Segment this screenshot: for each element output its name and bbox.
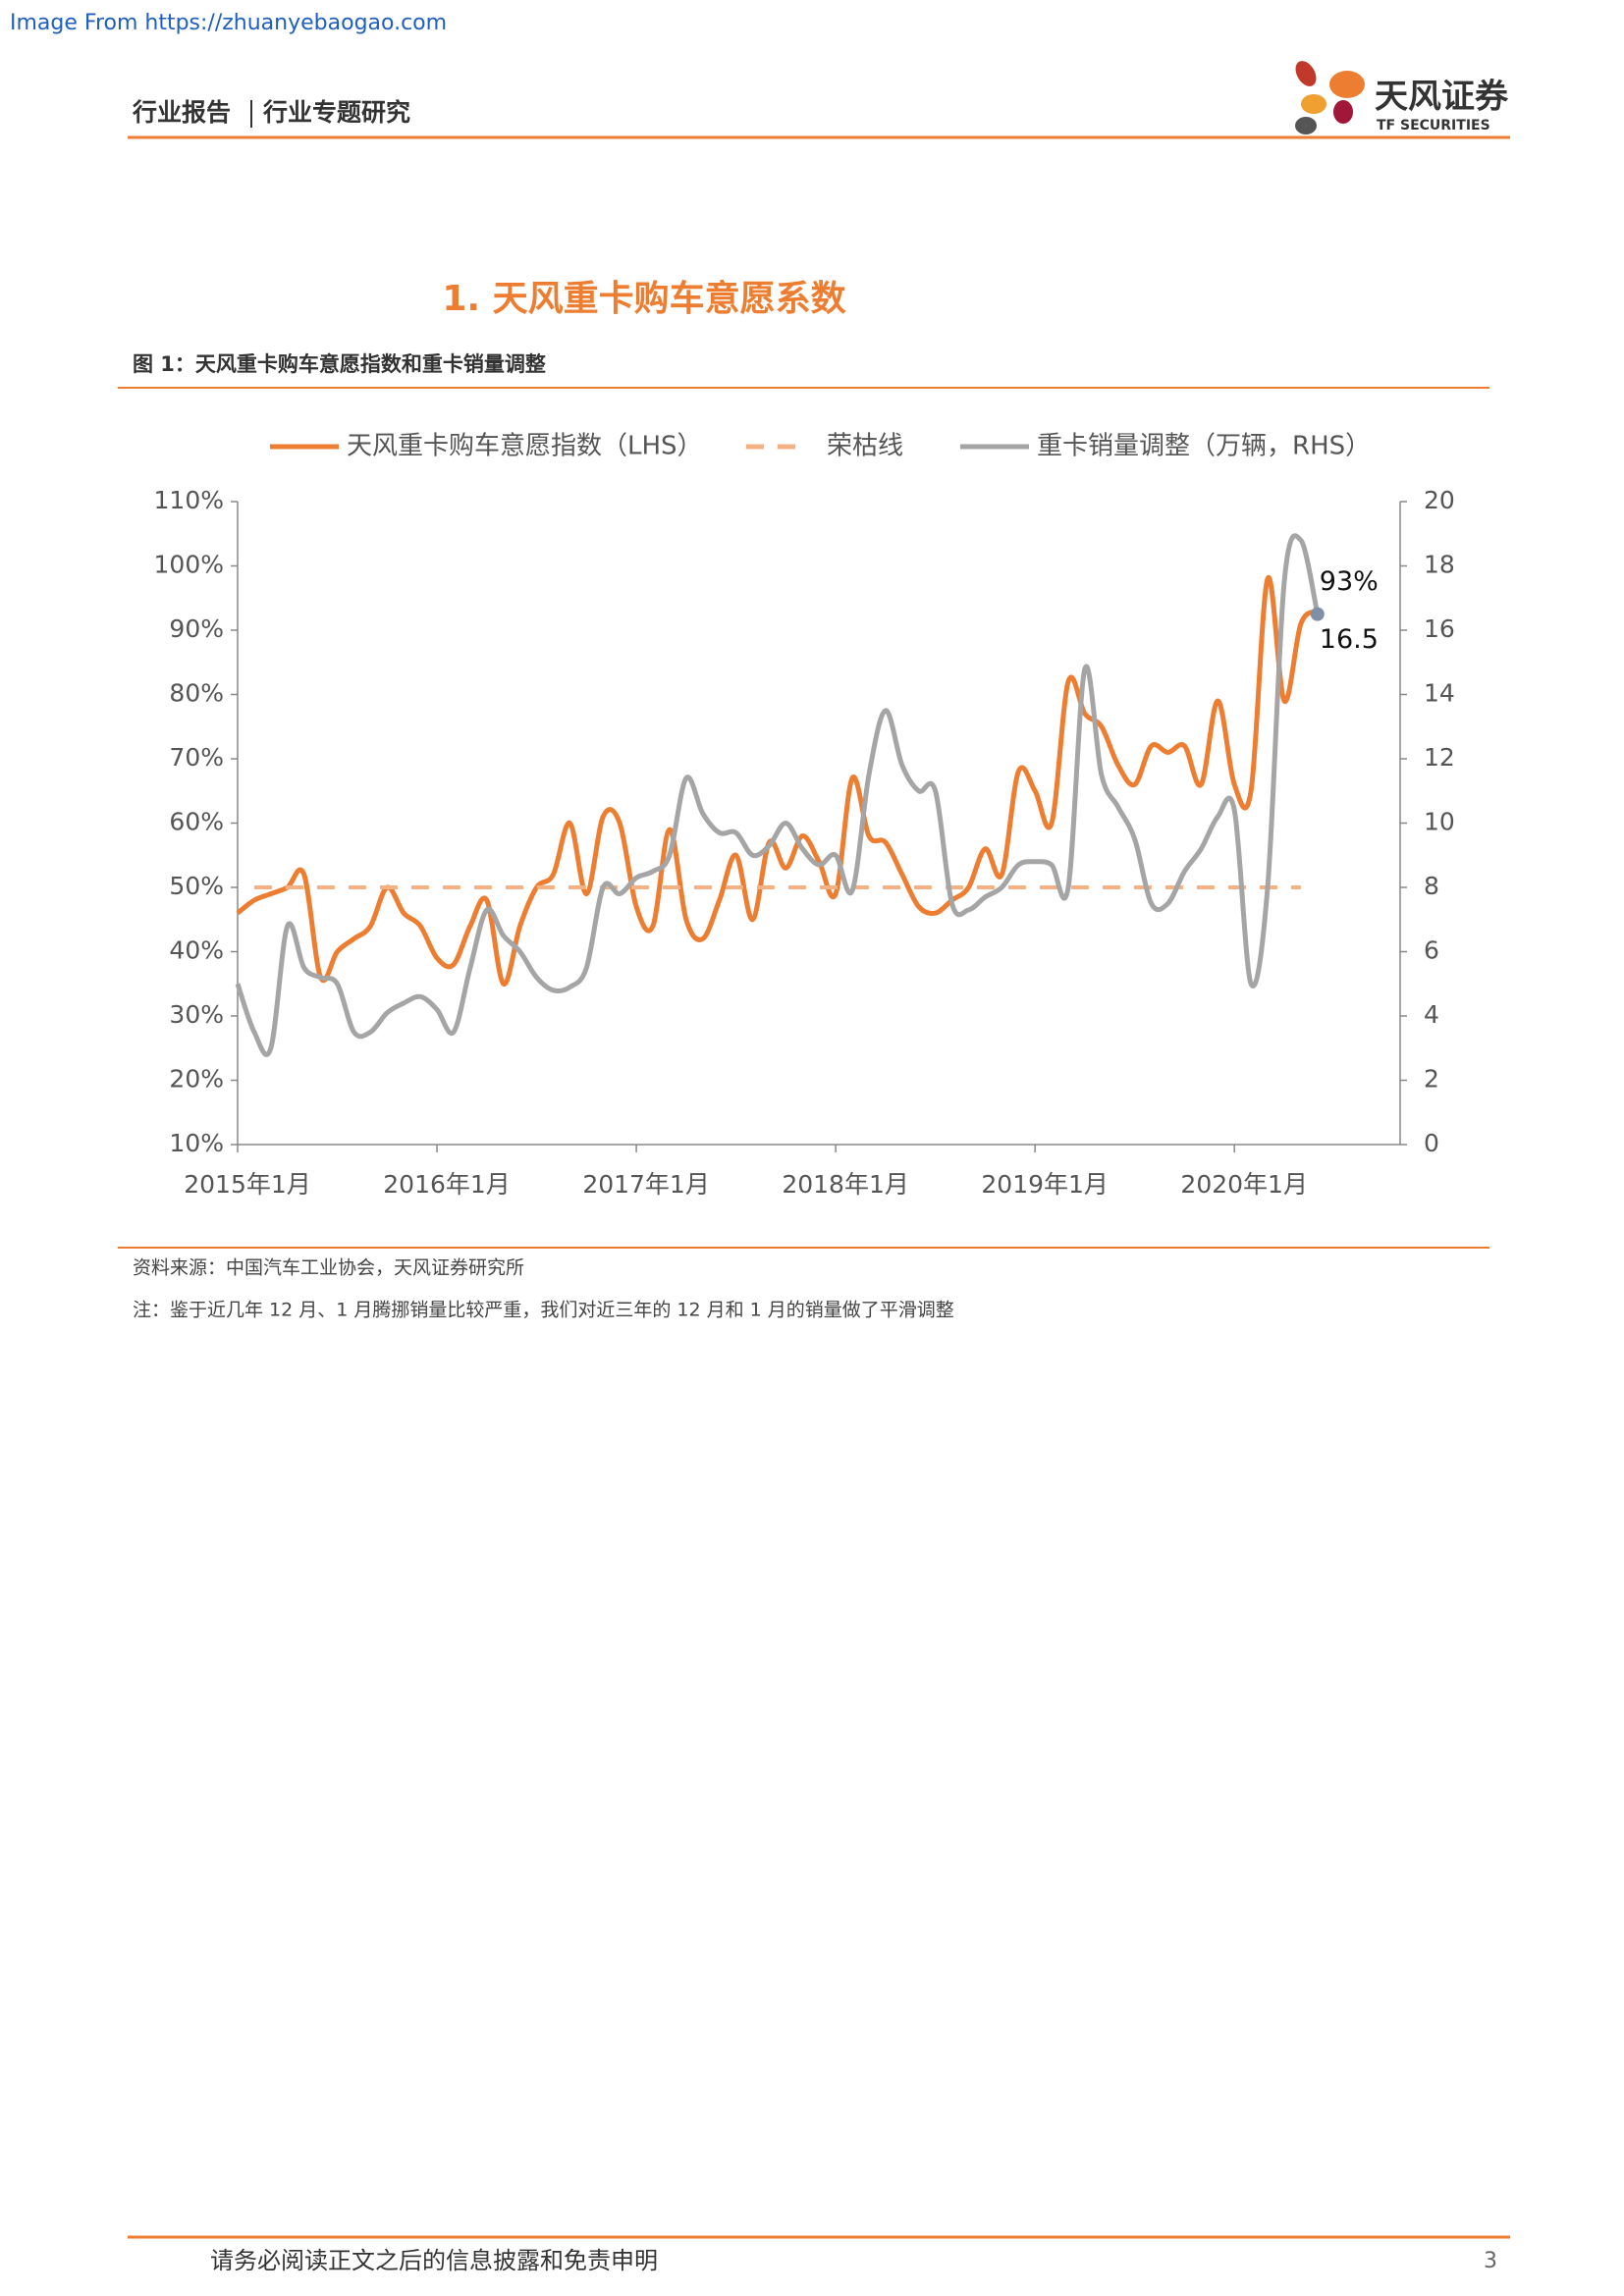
y-tick-label: 30% bbox=[169, 1000, 224, 1029]
y2-tick-label: 14 bbox=[1424, 679, 1455, 708]
y2-tick-label: 12 bbox=[1424, 743, 1455, 772]
logo-name: 天风证券 bbox=[1375, 78, 1509, 117]
y2-tick-label: 4 bbox=[1424, 1000, 1439, 1029]
point-marker bbox=[1310, 607, 1325, 621]
section-title: 1. 天风重卡购车意愿系数 bbox=[442, 279, 845, 319]
y-tick-label: 50% bbox=[169, 872, 224, 900]
y2-tick-label: 16 bbox=[1424, 614, 1455, 643]
data-label: 16.5 bbox=[1320, 624, 1379, 655]
y-tick-label: 110% bbox=[154, 486, 224, 514]
y2-tick-label: 6 bbox=[1424, 936, 1439, 965]
series-line bbox=[235, 533, 1321, 1057]
chart: 10% 20% 30% 40% 50% 60% 70% 80% 90% 100% 110% 0 2 4 6 8… bbox=[154, 432, 1455, 1200]
figure-caption: 图 1：天风重卡购车意愿指数和重卡销量调整 bbox=[133, 352, 546, 376]
x-tick-label: 2019年1月 bbox=[981, 1170, 1109, 1199]
y2-tick-label: 8 bbox=[1424, 872, 1439, 900]
note: 注：鉴于近几年 12 月、1 月腾挪销量比较严重，我们对近三年的 12 月和 1… bbox=[133, 1300, 954, 1321]
y-tick-label: 20% bbox=[169, 1065, 224, 1094]
x-tick-label: 2020年1月 bbox=[1180, 1170, 1308, 1199]
legend-label: 荣枯线 bbox=[827, 432, 903, 461]
breadcrumb: 行业专题研究 bbox=[262, 98, 410, 127]
disclaimer: 请务必阅读正文之后的信息披露和免责申明 bbox=[210, 2247, 658, 2274]
y2-tick-label: 10 bbox=[1424, 808, 1455, 836]
y2-tick-label: 18 bbox=[1424, 551, 1455, 579]
y-tick-label: 100% bbox=[154, 551, 224, 579]
page-number: 3 bbox=[1484, 2249, 1497, 2273]
note: 资料来源：中国汽车工业协会，天风证券研究所 bbox=[133, 1257, 524, 1279]
series-line bbox=[236, 575, 1320, 987]
y2-tick-label: 0 bbox=[1424, 1129, 1439, 1157]
y-tick-label: 70% bbox=[169, 743, 224, 772]
legend-label: 天风重卡购车意愿指数（LHS） bbox=[347, 432, 703, 461]
y2-tick-label: 20 bbox=[1424, 486, 1455, 514]
y-tick-label: 80% bbox=[169, 679, 224, 708]
y-tick-label: 90% bbox=[169, 614, 224, 643]
y-tick-label: 60% bbox=[169, 808, 224, 836]
y2-tick-label: 2 bbox=[1424, 1065, 1439, 1094]
logo-en: TF SECURITIES bbox=[1377, 118, 1490, 133]
x-tick-label: 2016年1月 bbox=[383, 1170, 511, 1199]
y-tick-label: 40% bbox=[169, 936, 224, 965]
x-tick-label: 2015年1月 bbox=[184, 1170, 311, 1199]
data-label: 93% bbox=[1320, 566, 1379, 597]
y-tick-label: 10% bbox=[169, 1129, 224, 1157]
logo-mark bbox=[1295, 61, 1365, 134]
source-note: Image From https://zhuanyebaogao.com bbox=[10, 11, 447, 35]
x-tick-label: 2018年1月 bbox=[782, 1170, 909, 1199]
legend-label: 重卡销量调整（万辆，RHS） bbox=[1037, 432, 1371, 461]
x-tick-label: 2017年1月 bbox=[582, 1170, 710, 1199]
breadcrumb: 行业报告 bbox=[132, 98, 231, 127]
